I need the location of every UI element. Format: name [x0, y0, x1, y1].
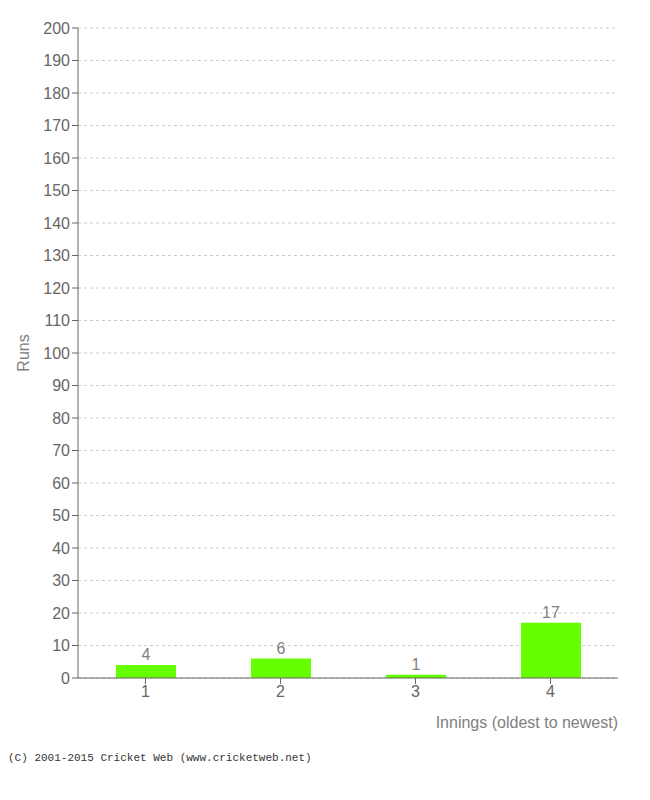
svg-text:90: 90	[52, 377, 70, 394]
svg-text:20: 20	[52, 605, 70, 622]
svg-text:160: 160	[43, 150, 70, 167]
svg-text:200: 200	[43, 20, 70, 37]
svg-text:Runs: Runs	[15, 334, 32, 371]
svg-text:110: 110	[44, 312, 70, 329]
svg-text:3: 3	[411, 683, 420, 700]
svg-text:Innings (oldest to newest): Innings (oldest to newest)	[436, 714, 618, 731]
svg-text:80: 80	[52, 410, 70, 427]
svg-text:140: 140	[43, 215, 70, 232]
svg-text:50: 50	[52, 507, 70, 524]
svg-text:180: 180	[43, 85, 70, 102]
svg-text:120: 120	[43, 280, 70, 297]
svg-text:130: 130	[43, 247, 70, 264]
svg-text:190: 190	[43, 52, 70, 69]
svg-text:4: 4	[546, 683, 555, 700]
svg-text:70: 70	[52, 442, 70, 459]
svg-text:100: 100	[43, 345, 70, 362]
html-text:(C) 2001-2015 Cricket Web (www: (C) 2001-2015 Cricket Web (www.cricketwe…	[8, 752, 312, 764]
svg-text:60: 60	[52, 475, 70, 492]
svg-text:2: 2	[276, 683, 285, 700]
svg-text:30: 30	[52, 572, 70, 589]
svg-text:6: 6	[277, 640, 286, 657]
svg-text:4: 4	[142, 646, 151, 663]
svg-text:17: 17	[542, 604, 560, 621]
svg-text:170: 170	[43, 117, 70, 134]
svg-text:40: 40	[52, 540, 70, 557]
svg-text:0: 0	[61, 670, 70, 687]
svg-text:10: 10	[52, 637, 70, 654]
svg-text:1: 1	[412, 656, 421, 673]
svg-text:1: 1	[141, 683, 150, 700]
svg-text:150: 150	[43, 182, 70, 199]
